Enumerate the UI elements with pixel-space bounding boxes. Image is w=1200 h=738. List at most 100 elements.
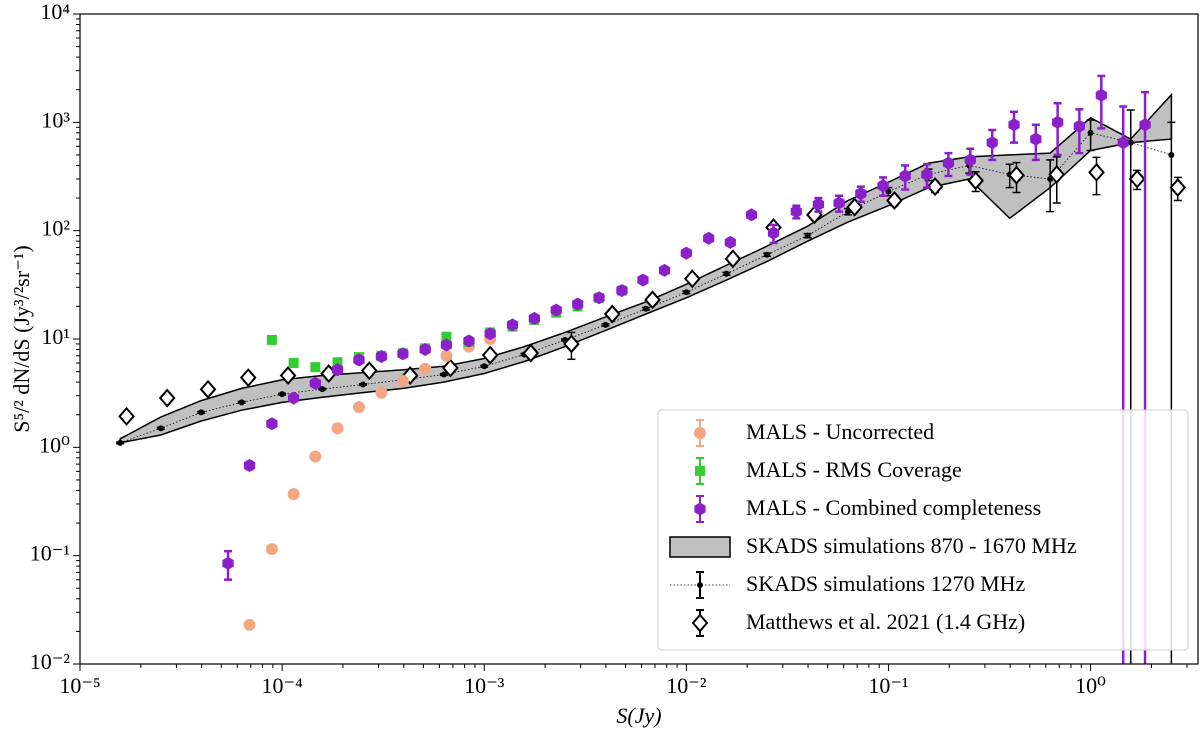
point — [239, 368, 257, 388]
x-axis-label: S(Jy) — [616, 703, 661, 728]
point — [375, 386, 388, 399]
legend-label: SKADS simulations 1270 MHz — [746, 571, 1026, 596]
point — [563, 334, 580, 354]
point — [855, 187, 867, 201]
point — [243, 459, 256, 472]
point — [885, 188, 892, 195]
point — [265, 543, 278, 556]
point — [724, 235, 736, 249]
point — [658, 263, 671, 277]
point — [680, 246, 692, 260]
point — [1139, 118, 1151, 132]
x-tick-label: 10⁻² — [666, 673, 707, 698]
point — [616, 284, 628, 298]
point — [222, 556, 234, 570]
legend-label: MALS - Combined completeness — [746, 495, 1041, 520]
legend-swatch — [669, 536, 731, 558]
point — [745, 208, 758, 222]
point — [331, 363, 344, 377]
point — [846, 197, 863, 217]
point — [767, 226, 780, 240]
x-tick-label: 10⁻¹ — [868, 673, 908, 698]
legend-marker — [697, 582, 703, 588]
y-axis-label: S⁵/² dN/dS (Jy³/²sr⁻¹) — [9, 245, 34, 432]
point — [1128, 169, 1146, 189]
point — [644, 290, 661, 310]
point — [481, 363, 488, 370]
point — [396, 374, 409, 387]
point — [319, 386, 326, 393]
point — [279, 366, 297, 386]
point — [440, 349, 453, 362]
point — [528, 311, 540, 325]
point — [886, 190, 903, 210]
point — [986, 136, 998, 150]
y-tick-label: 10⁴ — [40, 0, 70, 24]
point — [158, 388, 176, 408]
legend-label: Matthews et al. 2021 (1.4 GHz) — [746, 609, 1025, 634]
point — [279, 391, 286, 398]
legend-marker — [694, 502, 706, 516]
point — [1088, 162, 1105, 182]
point — [1052, 115, 1064, 129]
point — [331, 422, 344, 435]
point — [1087, 129, 1094, 136]
point — [309, 450, 322, 463]
x-tick-label: 10⁻³ — [464, 673, 505, 698]
point — [764, 251, 771, 258]
point — [419, 343, 431, 356]
point — [967, 171, 984, 191]
point — [804, 232, 811, 239]
point — [833, 196, 845, 210]
legend-label: SKADS simulations 870 - 1670 MHz — [746, 533, 1077, 558]
point — [1168, 151, 1175, 158]
point — [593, 291, 605, 305]
error-bar — [1046, 159, 1055, 213]
point — [522, 343, 540, 363]
point — [1117, 136, 1129, 150]
line — [120, 132, 1172, 444]
point — [1095, 88, 1107, 102]
point — [118, 406, 135, 426]
point — [550, 303, 562, 317]
point — [642, 305, 649, 312]
point — [419, 362, 432, 375]
point — [703, 231, 715, 245]
point — [375, 350, 388, 363]
point — [360, 361, 378, 381]
point — [266, 417, 278, 431]
point — [683, 289, 690, 296]
x-tick-label: 10⁻⁵ — [59, 673, 100, 698]
point — [441, 331, 452, 342]
point — [964, 153, 976, 167]
point — [877, 179, 889, 193]
point — [1048, 164, 1066, 185]
point — [602, 321, 609, 328]
x-tick-label: 10⁻⁴ — [261, 673, 303, 698]
legend: MALS - Uncorrected MALS - RMS Coverage MAL… — [657, 409, 1189, 651]
legend-label: MALS - RMS Coverage — [746, 457, 962, 482]
point — [812, 197, 824, 211]
point — [921, 168, 933, 181]
y-tick-label: 10⁻² — [30, 649, 71, 674]
band — [119, 92, 1173, 444]
legend-box — [657, 409, 1189, 651]
y-tick-label: 10¹ — [41, 324, 70, 349]
y-tick-label: 10³ — [41, 107, 70, 132]
point — [157, 425, 164, 432]
point — [637, 273, 649, 287]
point — [506, 318, 519, 332]
point — [683, 269, 701, 289]
point — [942, 156, 955, 170]
point — [572, 297, 584, 311]
legend-label: MALS - Uncorrected — [746, 419, 934, 444]
point — [238, 399, 245, 406]
point — [481, 345, 499, 365]
point — [484, 327, 496, 341]
plot-area — [116, 74, 1187, 664]
point — [288, 358, 299, 369]
point — [1169, 178, 1187, 198]
point — [1008, 165, 1025, 185]
point — [198, 409, 205, 416]
legend-marker — [694, 427, 706, 439]
